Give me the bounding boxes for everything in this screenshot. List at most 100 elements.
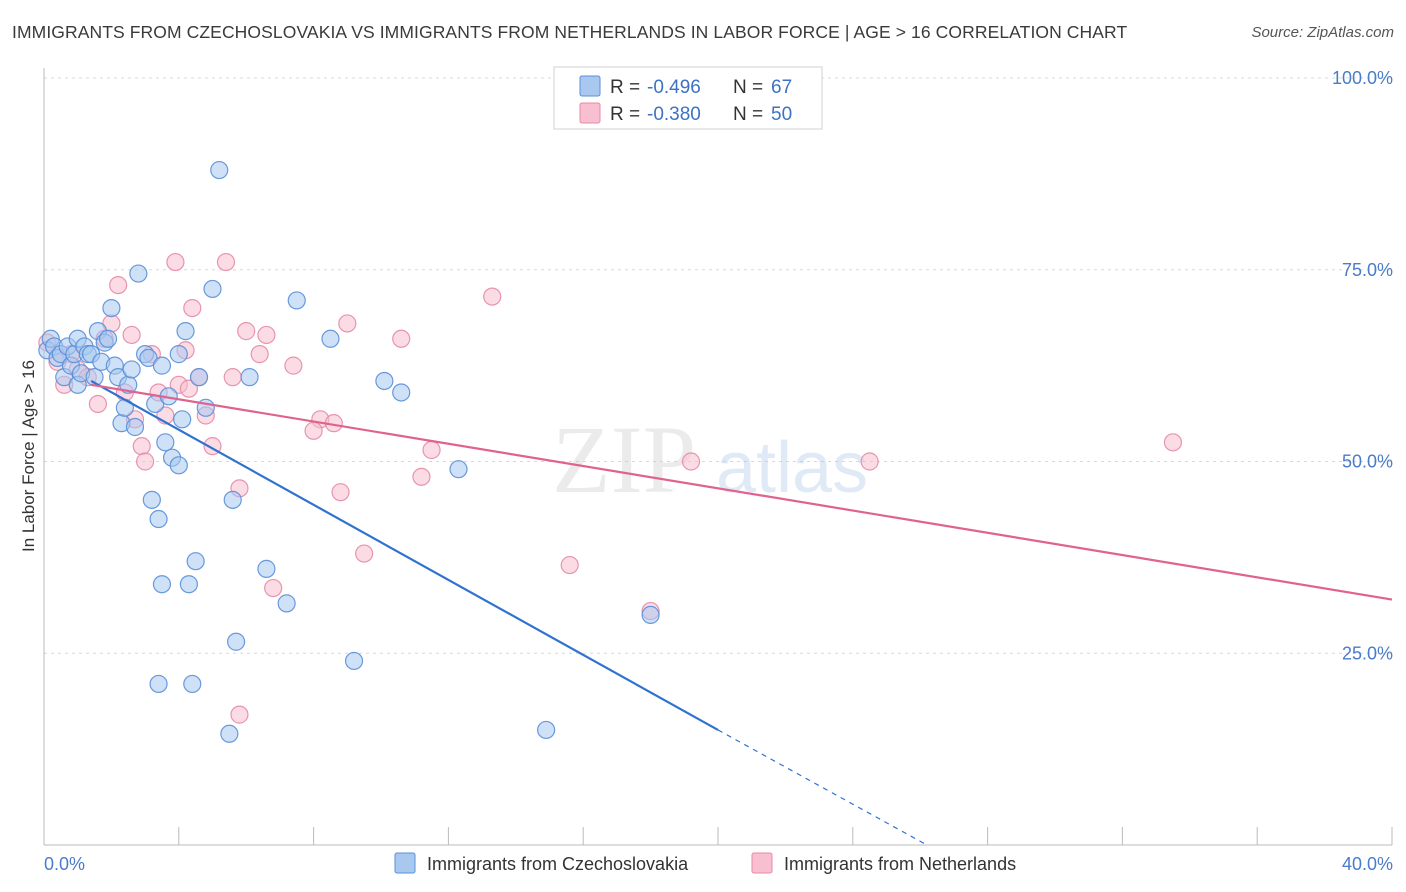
data-point-czechoslovakia [321, 329, 340, 348]
data-point-netherlands [132, 437, 151, 456]
data-point-netherlands [284, 356, 303, 375]
data-point-czechoslovakia [223, 490, 242, 509]
legend-item-netherlands: Immigrants from Netherlands [784, 854, 1016, 874]
data-point-czechoslovakia [344, 651, 364, 671]
data-point-czechoslovakia [287, 291, 306, 310]
data-point-czechoslovakia [226, 632, 246, 651]
trend-line-czechoslovakia [90, 380, 719, 731]
x-tick-labels: 0.0% 40.0% [44, 854, 1393, 874]
trend-line-netherlands [91, 383, 1393, 601]
data-point-netherlands [109, 275, 128, 295]
trend-line-czechoslovakia-extension [717, 729, 928, 846]
watermark-atlas: atlas [716, 428, 868, 508]
legend-item-czechoslovakia-swatch [394, 852, 416, 874]
data-point-netherlands [338, 314, 357, 333]
data-point-czechoslovakia [169, 345, 188, 364]
data-point-netherlands [230, 705, 249, 724]
data-point-netherlands [257, 325, 276, 345]
y-tick-label: 25.0% [1342, 643, 1393, 663]
data-point-czechoslovakia [375, 371, 394, 391]
data-point-czechoslovakia [257, 559, 276, 578]
data-point-czechoslovakia [189, 368, 209, 387]
data-point-netherlands [483, 287, 502, 306]
data-point-netherlands [166, 252, 185, 272]
source-label: Source: ZipAtlas.com [1251, 24, 1394, 41]
y-axis-title: In Labor Force | Age > 16 [19, 360, 38, 552]
data-point-czechoslovakia [220, 724, 239, 743]
data-point-czechoslovakia [102, 299, 121, 318]
data-point-netherlands [237, 322, 256, 341]
x-tick-label: 0.0% [44, 854, 85, 874]
axes [43, 68, 1393, 846]
data-point-czechoslovakia [179, 575, 199, 594]
stats-legend: R = -0.496 N = 67 R = -0.380 N = 50 [553, 66, 823, 130]
data-point-czechoslovakia [156, 433, 175, 452]
series-czechoslovakia [38, 160, 660, 743]
data-point-czechoslovakia [537, 720, 556, 740]
legend-r-label-1: R = [610, 77, 640, 98]
data-point-netherlands [250, 345, 269, 364]
legend-item-czechoslovakia: Immigrants from Czechoslovakia [427, 854, 689, 874]
data-point-netherlands [136, 452, 155, 471]
x-tick-label: 40.0% [1342, 854, 1393, 874]
data-point-netherlands [1163, 433, 1183, 452]
data-point-netherlands [216, 252, 236, 272]
data-point-czechoslovakia [125, 417, 145, 437]
data-point-czechoslovakia [641, 605, 660, 625]
data-point-czechoslovakia [152, 575, 172, 594]
data-point-netherlands [860, 452, 879, 471]
data-point-czechoslovakia [203, 279, 222, 299]
data-point-czechoslovakia [139, 348, 158, 368]
data-point-czechoslovakia [392, 383, 411, 402]
data-point-czechoslovakia [98, 329, 118, 348]
data-point-czechoslovakia [186, 552, 205, 571]
y-tick-label: 100.0% [1332, 68, 1393, 88]
data-point-netherlands [560, 555, 579, 575]
data-point-netherlands [88, 394, 108, 414]
data-point-netherlands [422, 440, 441, 460]
legend-r-value-1: -0.496 [647, 77, 701, 98]
trend-lines [90, 380, 1393, 846]
data-point-czechoslovakia [176, 322, 195, 341]
legend-r-label-2: R = [610, 104, 640, 125]
watermark-zip: ZIP [552, 406, 696, 513]
data-point-czechoslovakia [129, 264, 148, 283]
legend-swatch-blue [579, 75, 601, 97]
data-point-netherlands [183, 299, 202, 318]
data-point-netherlands [304, 421, 323, 440]
data-point-netherlands [331, 483, 350, 502]
legend-n-value-2: 50 [771, 104, 792, 125]
data-point-netherlands [223, 368, 242, 387]
data-point-netherlands [264, 578, 283, 598]
data-point-czechoslovakia [173, 410, 192, 429]
legend-item-netherlands-swatch [751, 852, 773, 874]
legend-n-label-2: N = [733, 104, 763, 125]
data-point-czechoslovakia [449, 460, 468, 479]
legend-n-value-1: 67 [771, 77, 792, 98]
data-point-czechoslovakia [169, 456, 188, 475]
legend-swatch-pink [579, 102, 601, 124]
data-point-czechoslovakia [277, 594, 296, 613]
y-tick-label: 75.0% [1342, 260, 1393, 280]
data-point-czechoslovakia [149, 509, 168, 529]
data-point-netherlands [122, 325, 141, 345]
data-point-czechoslovakia [183, 674, 202, 694]
chart-title: IMMIGRANTS FROM CZECHOSLOVAKIA VS IMMIGR… [12, 22, 1128, 42]
data-point-netherlands [355, 544, 374, 563]
data-point-netherlands [681, 452, 701, 471]
data-point-czechoslovakia [122, 360, 141, 379]
data-point-czechoslovakia [210, 160, 229, 180]
y-tick-label: 50.0% [1342, 452, 1393, 472]
data-point-czechoslovakia [240, 368, 259, 387]
series-legend: Immigrants from Czechoslovakia Immigrant… [394, 852, 1016, 874]
data-point-czechoslovakia [149, 674, 168, 694]
data-point-czechoslovakia [152, 356, 172, 375]
data-point-netherlands [412, 467, 431, 486]
watermark: ZIP atlas [552, 406, 868, 513]
data-point-czechoslovakia [142, 490, 161, 509]
legend-n-label-1: N = [733, 77, 763, 98]
data-point-netherlands [179, 379, 199, 398]
y-tick-labels: 25.0% 50.0% 75.0% 100.0% [1332, 68, 1393, 663]
data-point-netherlands [392, 329, 411, 348]
